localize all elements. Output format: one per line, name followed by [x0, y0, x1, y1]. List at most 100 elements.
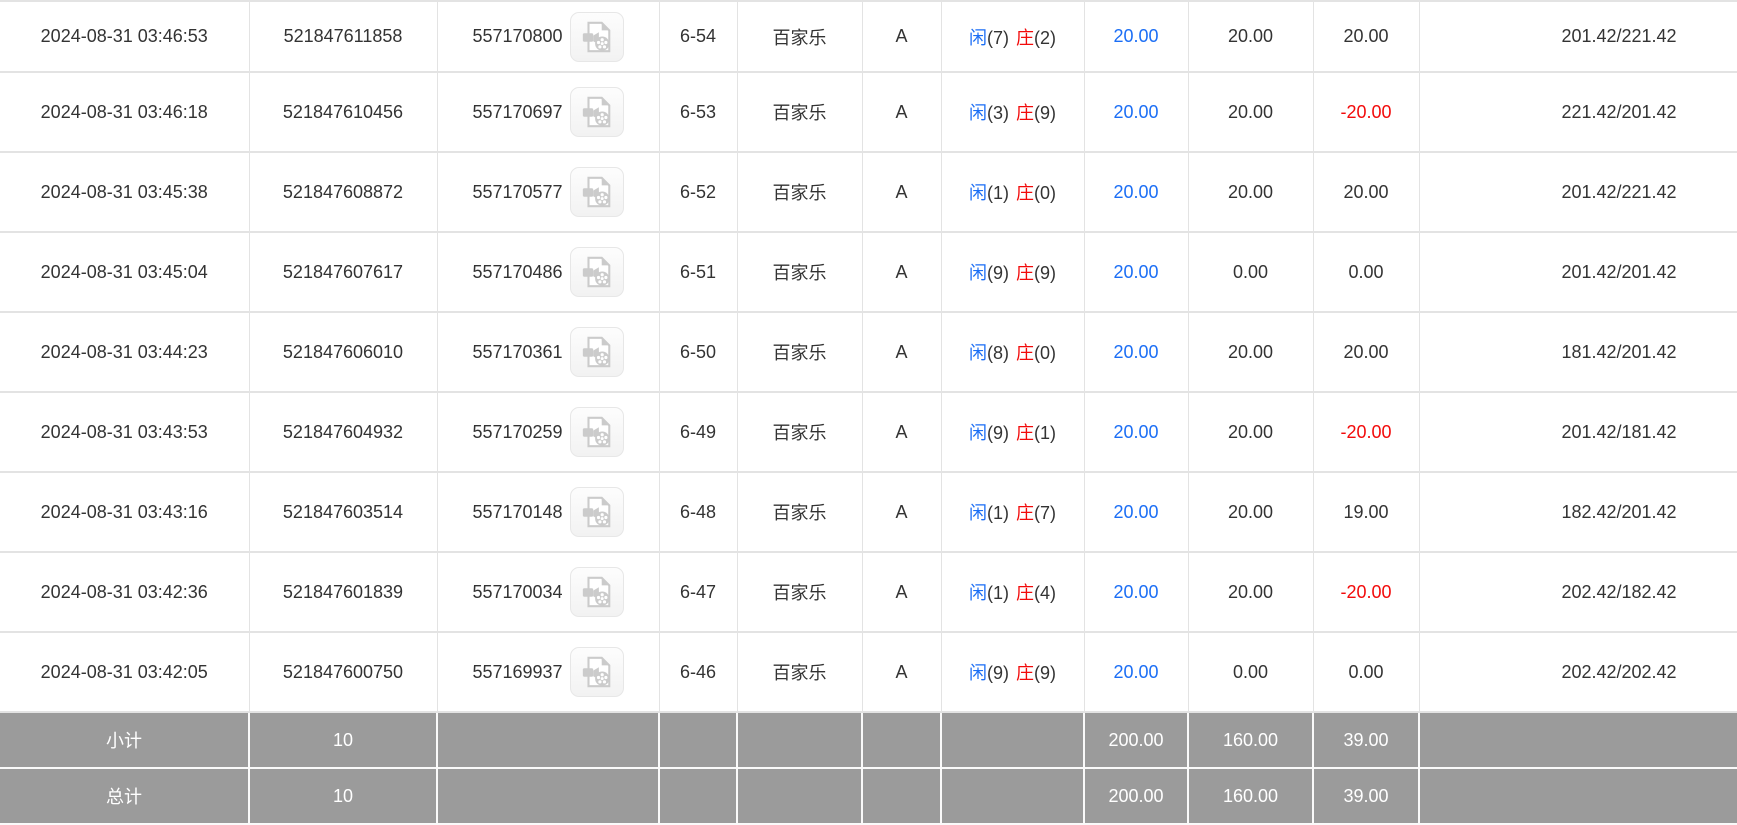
win-loss-cell: 19.00	[1313, 472, 1420, 553]
banker-label: 庄	[1016, 183, 1034, 203]
win-loss-cell: 20.00	[1313, 312, 1420, 393]
video-replay-button[interactable]	[569, 647, 624, 697]
valid-bet-cell: 20.00	[1188, 152, 1314, 233]
video-replay-button[interactable]	[569, 327, 624, 377]
bet-amount-cell[interactable]: 20.00	[1084, 232, 1189, 313]
banker-label: 庄	[1016, 27, 1034, 48]
summary-row: 小计 10 200.00 160.00 39.00	[0, 712, 1737, 769]
table-code-cell: A	[862, 232, 942, 313]
order-number-cell: 521847600750	[249, 632, 438, 713]
banker-label: 庄	[1016, 423, 1034, 443]
table-row: 2024-08-31 03:46:53 521847611858 5571708…	[0, 1, 1737, 73]
valid-bet-cell: 20.00	[1188, 392, 1314, 473]
table-row: 2024-08-31 03:45:38 521847608872 5571705…	[0, 152, 1737, 233]
player-points: (1)	[987, 503, 1009, 523]
player-label: 闲	[969, 263, 987, 283]
summary-row: 总计 10 200.00 160.00 39.00	[0, 768, 1737, 825]
round-code-cell: 6-51	[659, 232, 738, 313]
player-label: 闲	[969, 103, 987, 123]
valid-bet-cell: 0.00	[1188, 632, 1314, 713]
player-label: 闲	[969, 27, 987, 48]
table-row: 2024-08-31 03:43:53 521847604932 5571702…	[0, 392, 1737, 473]
order-number-cell: 521847608872	[249, 152, 438, 233]
result-cell: 闲(9) 庄(9)	[941, 232, 1085, 313]
order-number-cell: 521847611858	[249, 1, 438, 73]
table-row: 2024-08-31 03:42:36 521847601839 5571700…	[0, 552, 1737, 633]
bet-amount-cell[interactable]: 20.00	[1084, 152, 1189, 233]
player-points: (8)	[987, 343, 1009, 363]
game-number: 557170697	[472, 101, 563, 122]
game-number-cell: 557170259	[437, 392, 660, 473]
table-code-cell: A	[862, 72, 942, 153]
player-label: 闲	[969, 503, 987, 523]
game-number: 557170361	[472, 341, 563, 362]
order-number-cell: 521847607617	[249, 232, 438, 313]
banker-points: (0)	[1034, 343, 1056, 363]
result-cell: 闲(1) 庄(7)	[941, 472, 1085, 553]
game-number: 557170577	[472, 181, 563, 202]
round-code-cell: 6-46	[659, 632, 738, 713]
game-number-cell: 557170148	[437, 472, 660, 553]
result-cell: 闲(9) 庄(9)	[941, 632, 1085, 713]
summary-empty-cell	[1419, 712, 1737, 769]
table-row: 2024-08-31 03:44:23 521847606010 5571703…	[0, 312, 1737, 393]
video-replay-button[interactable]	[569, 87, 624, 137]
valid-bet-cell: 20.00	[1188, 1, 1314, 73]
banker-label: 庄	[1016, 343, 1034, 363]
bet-time-cell: 2024-08-31 03:42:36	[0, 552, 250, 633]
valid-bet-cell: 20.00	[1188, 472, 1314, 553]
result-cell: 闲(7) 庄(2)	[941, 1, 1085, 73]
bet-amount-cell[interactable]: 20.00	[1084, 1, 1189, 73]
banker-points: (7)	[1034, 503, 1056, 523]
banker-points: (9)	[1034, 103, 1056, 123]
bet-amount-cell[interactable]: 20.00	[1084, 392, 1189, 473]
banker-points: (4)	[1034, 583, 1056, 603]
bet-amount-cell[interactable]: 20.00	[1084, 632, 1189, 713]
player-points: (7)	[987, 27, 1009, 48]
table-row: 2024-08-31 03:42:05 521847600750 5571699…	[0, 632, 1737, 713]
video-replay-button[interactable]	[569, 167, 624, 217]
video-file-icon	[582, 336, 610, 368]
banker-label: 庄	[1016, 263, 1034, 283]
win-loss-cell: -20.00	[1313, 552, 1420, 633]
round-code-cell: 6-53	[659, 72, 738, 153]
player-label: 闲	[969, 663, 987, 683]
game-number: 557169937	[472, 661, 563, 682]
game-number: 557170259	[472, 421, 563, 442]
bet-amount-cell[interactable]: 20.00	[1084, 72, 1189, 153]
video-replay-button[interactable]	[569, 487, 624, 537]
game-number-cell: 557170486	[437, 232, 660, 313]
balance-cell: 201.42/221.42	[1419, 152, 1737, 233]
game-name-cell: 百家乐	[737, 152, 863, 233]
player-points: (1)	[987, 183, 1009, 203]
player-points: (9)	[987, 663, 1009, 683]
game-number: 557170800	[472, 26, 563, 46]
video-replay-button[interactable]	[569, 247, 624, 297]
video-replay-button[interactable]	[569, 567, 624, 617]
bet-amount-cell[interactable]: 20.00	[1084, 312, 1189, 393]
player-points: (3)	[987, 103, 1009, 123]
order-number-cell: 521847603514	[249, 472, 438, 553]
summary-empty-cell	[437, 712, 660, 769]
video-replay-button[interactable]	[569, 11, 624, 62]
player-points: (9)	[987, 423, 1009, 443]
player-label: 闲	[969, 343, 987, 363]
video-replay-button[interactable]	[569, 407, 624, 457]
game-name-cell: 百家乐	[737, 312, 863, 393]
game-number-cell: 557170800	[437, 1, 660, 73]
summary-empty-cell	[862, 712, 942, 769]
player-points: (9)	[987, 263, 1009, 283]
balance-cell: 201.42/201.42	[1419, 232, 1737, 313]
balance-cell: 182.42/201.42	[1419, 472, 1737, 553]
bet-amount-cell[interactable]: 20.00	[1084, 472, 1189, 553]
bet-amount-cell[interactable]: 20.00	[1084, 552, 1189, 633]
bet-time-cell: 2024-08-31 03:46:18	[0, 72, 250, 153]
game-number: 557170486	[472, 261, 563, 282]
video-file-icon	[582, 496, 610, 528]
banker-points: (9)	[1034, 663, 1056, 683]
game-name-cell: 百家乐	[737, 472, 863, 553]
banker-points: (0)	[1034, 183, 1056, 203]
round-code-cell: 6-48	[659, 472, 738, 553]
